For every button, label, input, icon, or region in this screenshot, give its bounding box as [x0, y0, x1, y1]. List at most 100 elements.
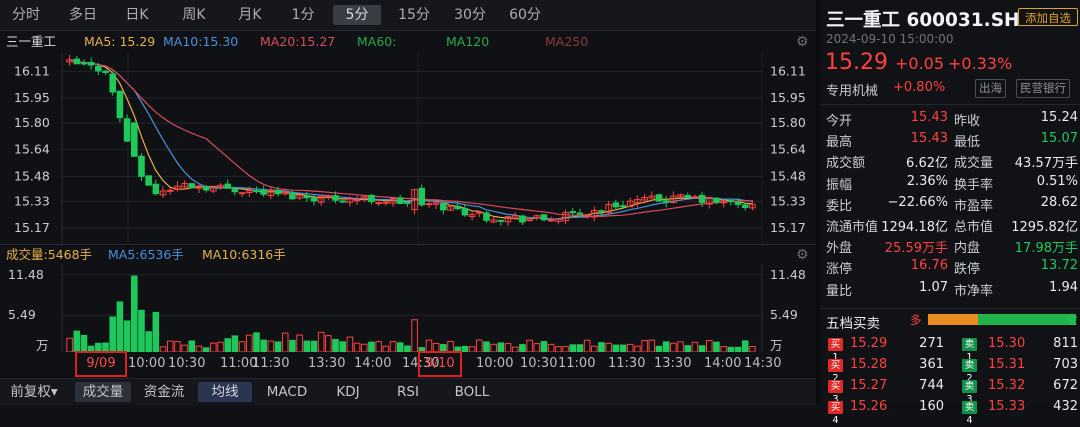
- candle-body: [224, 183, 232, 189]
- candle-body: [174, 185, 181, 190]
- tab-monthly-k[interactable]: 月K: [238, 7, 262, 23]
- candle-body: [102, 70, 109, 73]
- stat-value: 1295.82亿: [1011, 220, 1078, 235]
- volume-bar: [511, 346, 519, 352]
- candle-body: [145, 175, 152, 186]
- candle-body: [440, 202, 447, 211]
- candle-body: [727, 200, 735, 203]
- sector-link[interactable]: 专用机械: [826, 84, 879, 99]
- candle-body: [698, 194, 706, 203]
- candle-body: [741, 204, 749, 208]
- time-tick-label: 10:30: [520, 356, 558, 371]
- price-grid: [61, 53, 763, 243]
- price-chart[interactable]: 16.11 15.95 15.80 15.64 15.48 15.33 15.17 16.1…: [0, 53, 816, 243]
- candle-body: [612, 202, 620, 208]
- candle-body: [310, 197, 318, 202]
- candle-body: [540, 214, 548, 221]
- volume-chart[interactable]: 11.48 11.48 5.49 5.49 万 万: [0, 264, 816, 352]
- ma10-label: MA10:15.30: [163, 34, 239, 49]
- volume-bar: [698, 345, 706, 352]
- tab-daily-k[interactable]: 日K: [125, 7, 149, 23]
- tab-boll[interactable]: BOLL: [454, 384, 490, 400]
- tab-1min[interactable]: 1分: [291, 7, 315, 23]
- price-change-pct: +0.33%: [948, 54, 1013, 73]
- candle-body: [382, 201, 390, 204]
- ask-price[interactable]: 15.30: [988, 336, 1026, 351]
- bid-price[interactable]: 15.27: [850, 378, 888, 393]
- volume-bar: [598, 342, 605, 352]
- ask-price[interactable]: 15.31: [988, 357, 1026, 372]
- time-tick-label: 10:00: [476, 356, 514, 371]
- gear-icon[interactable]: ⚙: [796, 34, 809, 50]
- candle-body: [626, 200, 634, 208]
- ma-lines: [69, 59, 753, 220]
- tab-rsi[interactable]: RSI: [397, 384, 419, 400]
- stat-label: 今开: [826, 114, 853, 129]
- candle-body: [238, 192, 246, 195]
- candle-body: [475, 211, 483, 214]
- tab-5min[interactable]: 5分: [333, 5, 381, 25]
- volume-tick-label: 11.48: [770, 267, 806, 282]
- candle-body: [605, 203, 612, 213]
- tab-capital-flow[interactable]: 资金流: [143, 384, 185, 400]
- candle-body: [87, 61, 95, 66]
- volume-bar: [547, 343, 555, 352]
- bid-price[interactable]: 15.29: [850, 336, 888, 351]
- tab-60min[interactable]: 60分: [509, 7, 541, 23]
- tab-30min[interactable]: 30分: [454, 7, 486, 23]
- volume-unit-label: 万: [36, 338, 49, 352]
- candle-body: [425, 203, 433, 206]
- candle-body: [159, 190, 167, 196]
- volume-bar: [533, 343, 541, 352]
- volume-bar: [684, 345, 692, 352]
- candle-body: [166, 189, 174, 192]
- tab-volume[interactable]: 成交量: [75, 382, 131, 402]
- volume-bar: [310, 340, 318, 352]
- ma60-label: MA60:: [357, 34, 397, 49]
- ma-legend: 三一重工 MA5: 15.29 MA10:15.30 MA20:15.27 MA…: [0, 31, 816, 53]
- volume-bar: [490, 343, 497, 352]
- volume-bar: [641, 340, 648, 352]
- bid-price[interactable]: 15.28: [850, 357, 888, 372]
- volume-bar: [138, 309, 145, 352]
- concept-tag[interactable]: 民营银行: [1016, 79, 1070, 98]
- order-ratio-buy-fill: [928, 314, 979, 325]
- price-tick-label: 15.33: [770, 193, 806, 208]
- volume-bar: [555, 346, 562, 352]
- tab-moving-average[interactable]: 均线: [198, 382, 252, 402]
- stat-label: 振幅: [826, 177, 853, 193]
- candle-body: [95, 65, 102, 72]
- volume-bar: [202, 347, 210, 352]
- adjust-dropdown[interactable]: 前复权▾: [10, 384, 58, 400]
- tab-kdj[interactable]: KDJ: [336, 384, 360, 400]
- candle-body: [396, 197, 404, 204]
- gear-icon[interactable]: ⚙: [796, 247, 809, 263]
- ask-price[interactable]: 15.33: [988, 399, 1026, 414]
- tab-15min[interactable]: 15分: [398, 7, 430, 23]
- concept-tag[interactable]: 出海: [975, 79, 1006, 98]
- bid-price[interactable]: 15.26: [850, 399, 888, 414]
- tab-intraday[interactable]: 分时: [12, 7, 40, 23]
- candle-body: [569, 211, 577, 214]
- stock-title: 三一重工 600031.SH: [826, 10, 1020, 31]
- bid-level-label: 买3: [828, 380, 843, 405]
- tab-weekly-k[interactable]: 周K: [182, 7, 206, 23]
- tab-multi-day[interactable]: 多日: [69, 7, 97, 23]
- candle-body: [353, 199, 361, 202]
- candle-body: [202, 186, 210, 191]
- ask-volume: 811: [1053, 336, 1078, 351]
- ask-price[interactable]: 15.32: [988, 378, 1026, 393]
- volume-bar: [440, 344, 447, 352]
- volume-bar: [670, 342, 677, 352]
- candle-body: [468, 213, 476, 218]
- add-watchlist-button[interactable]: 添加自选: [1018, 8, 1078, 26]
- volume-bar: [145, 331, 152, 352]
- candle-body: [583, 215, 591, 218]
- candle-body: [655, 194, 663, 202]
- stat-label: 最低: [954, 135, 981, 151]
- candle-body: [720, 200, 727, 204]
- volume-bar: [626, 343, 634, 352]
- tab-macd[interactable]: MACD: [266, 384, 308, 400]
- date-marker-0910: 9/10: [418, 351, 462, 377]
- bid-volume: 361: [919, 357, 944, 372]
